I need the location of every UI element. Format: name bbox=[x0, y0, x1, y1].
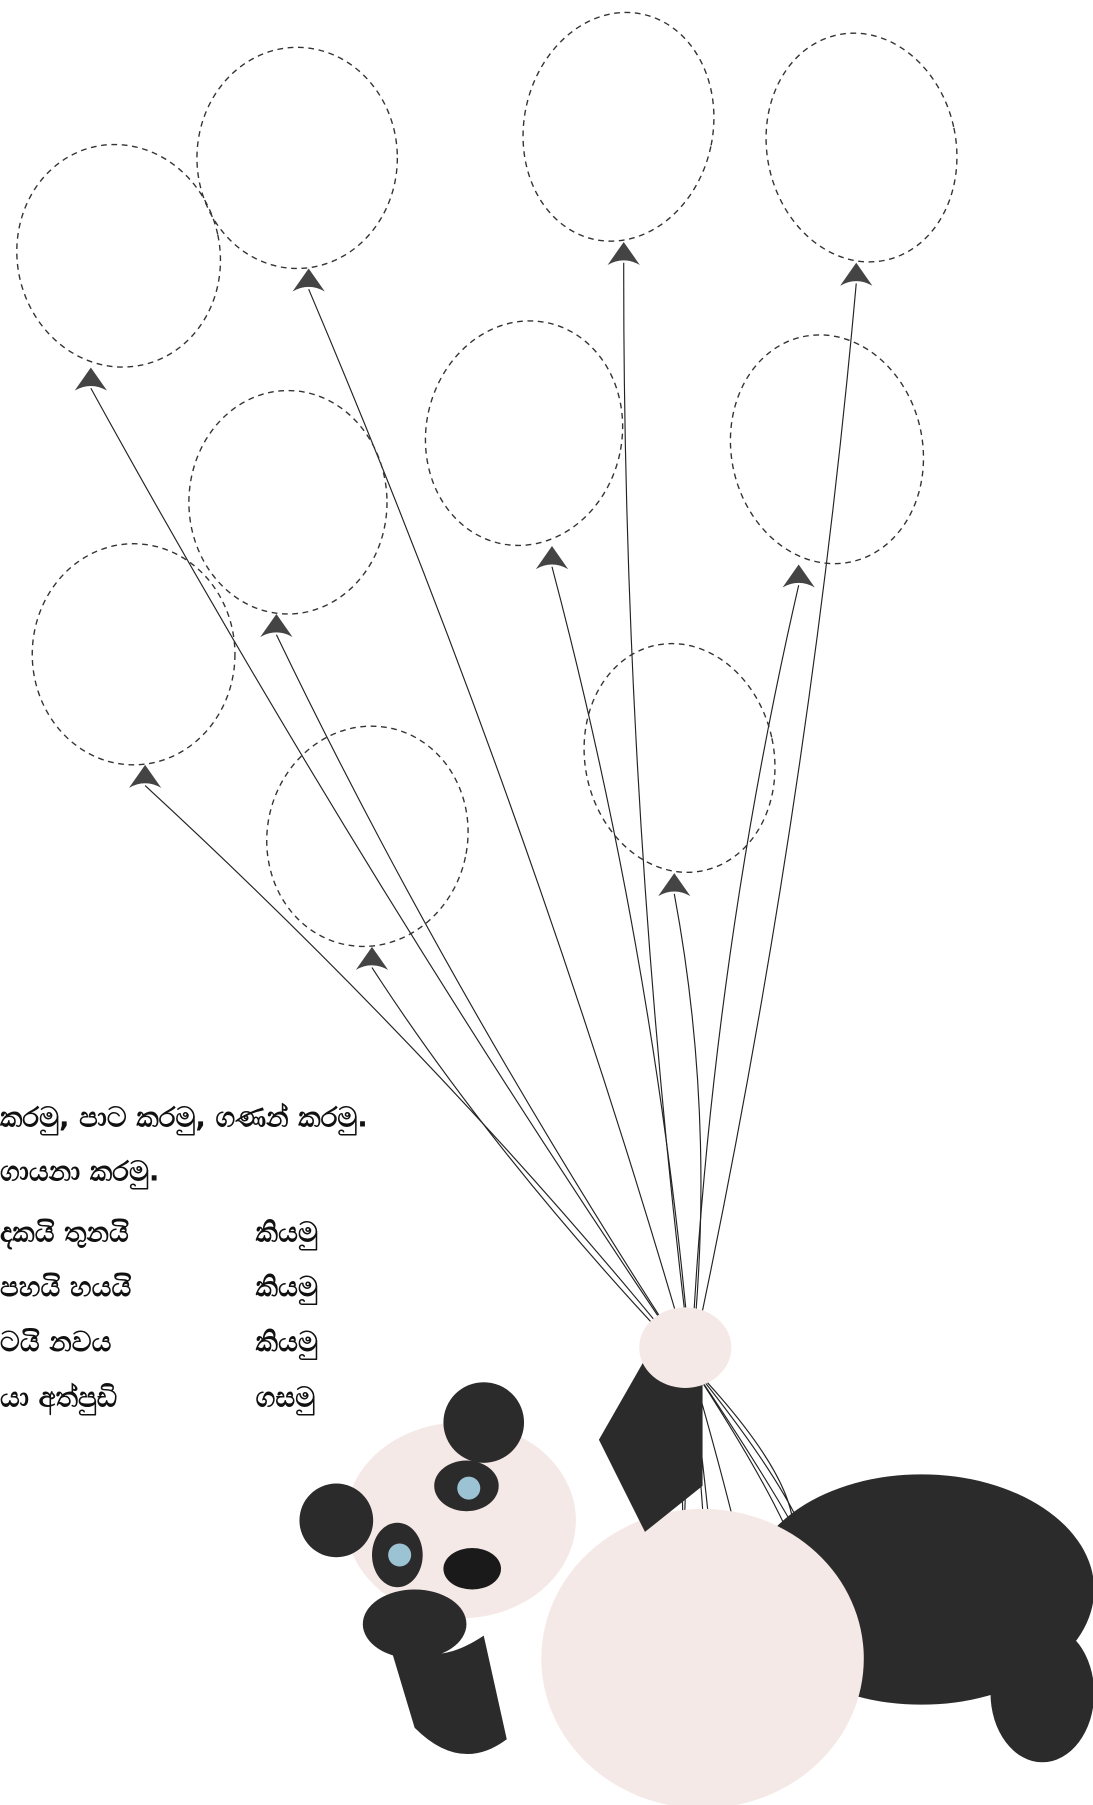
verse-action: ගසමු bbox=[256, 1380, 316, 1416]
verse-action: කියමු bbox=[256, 1270, 318, 1306]
verse-words: යා අත්පුඩි bbox=[0, 1380, 118, 1416]
balloon-knot bbox=[608, 242, 640, 265]
balloon-outline bbox=[32, 544, 235, 765]
balloon-knot bbox=[75, 368, 107, 391]
instruction: කරමු, පාට කරමු, ගණන් කරමු. bbox=[0, 1101, 368, 1137]
balloon-outline bbox=[246, 707, 488, 965]
balloon-knot bbox=[840, 263, 872, 286]
verse-action: කියමු bbox=[256, 1325, 318, 1361]
balloon-outline bbox=[197, 47, 397, 268]
balloon-knot bbox=[260, 614, 292, 637]
balloon-outline bbox=[502, 0, 735, 259]
balloon-knot bbox=[536, 546, 568, 569]
balloon-knot bbox=[658, 873, 690, 896]
verse-action: කියමු bbox=[256, 1216, 318, 1252]
balloon-outline bbox=[189, 391, 387, 614]
balloon-outline bbox=[405, 302, 643, 564]
verse-words: දකයි තුනයි bbox=[0, 1216, 129, 1251]
song-text: කරමු, පාට කරමු, ගණන් කරමු. ගායනා කරමු. ද… bbox=[0, 1101, 368, 1417]
balloon-outline bbox=[0, 125, 241, 386]
verse-words: ටයි නවය bbox=[0, 1325, 112, 1358]
balloon-knot bbox=[356, 947, 388, 970]
balloons bbox=[0, 0, 978, 970]
verse-words: පහයි හයයි bbox=[0, 1270, 132, 1303]
balloon-knot bbox=[783, 564, 815, 587]
balloon-outline bbox=[709, 317, 944, 582]
instruction: ගායනා කරමු. bbox=[0, 1155, 159, 1191]
balloon-outline bbox=[745, 15, 978, 280]
panda bbox=[299, 1307, 1093, 1805]
worksheet: කරමු, පාට කරමු, ගණන් කරමු. ගායනා කරමු. ද… bbox=[0, 0, 1093, 1805]
page: කරමු, පාට කරමු, ගණන් කරමු. ගායනා කරමු. ද… bbox=[0, 0, 1093, 1805]
balloon-knot bbox=[129, 765, 161, 788]
balloon-knot bbox=[293, 268, 325, 291]
